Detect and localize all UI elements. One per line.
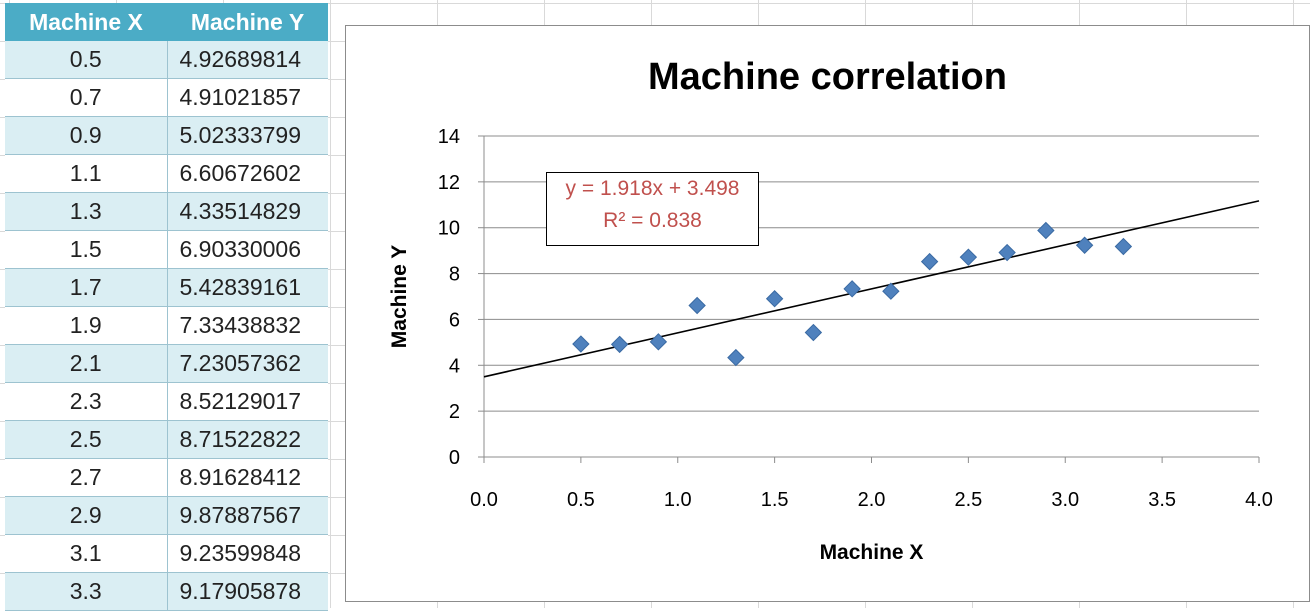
table-row: 2.9 9.87887567 <box>5 496 328 535</box>
cell-machine-x[interactable]: 2.7 <box>5 458 167 497</box>
column-header-machine-y[interactable]: Machine Y <box>167 3 328 41</box>
x-tick-label: 3.5 <box>1148 489 1176 511</box>
data-point-diamond[interactable] <box>610 335 629 354</box>
cell-machine-y[interactable]: 8.91628412 <box>166 458 328 497</box>
cell-machine-x[interactable]: 2.9 <box>5 496 167 535</box>
data-point-diamond[interactable] <box>843 280 861 298</box>
data-table: Machine X Machine Y 0.5 4.92689814 0.7 4.91… <box>5 3 328 611</box>
cell-machine-y[interactable]: 9.23599848 <box>166 534 328 573</box>
y-tick-label: 12 <box>438 172 460 194</box>
x-tick-label: 2.0 <box>858 489 886 511</box>
x-tick-label: 0.0 <box>470 489 498 511</box>
x-tick-label: 2.5 <box>954 489 982 511</box>
cell-machine-x[interactable]: 1.9 <box>5 306 167 345</box>
trendline-equation: y = 1.918x + 3.498 <box>565 177 740 200</box>
chart-title: Machine correlation <box>648 56 1007 98</box>
cell-machine-x[interactable]: 3.1 <box>5 534 167 573</box>
cell-machine-x[interactable]: 3.3 <box>5 572 167 611</box>
table-row: 1.1 6.60672602 <box>5 154 328 193</box>
column-header-machine-x[interactable]: Machine X <box>5 3 167 41</box>
cell-machine-x[interactable]: 0.9 <box>5 116 167 155</box>
table-row: 0.9 5.02333799 <box>5 116 328 155</box>
cell-machine-y[interactable]: 4.91021857 <box>166 78 328 117</box>
y-tick-label: 6 <box>449 309 460 331</box>
cell-machine-y[interactable]: 5.02333799 <box>166 116 328 155</box>
data-point-diamond[interactable] <box>1075 236 1094 254</box>
x-tick-label: 4.0 <box>1245 489 1273 511</box>
data-point-diamond[interactable] <box>920 252 939 271</box>
cell-machine-y[interactable]: 5.42839161 <box>166 268 328 307</box>
chart-area[interactable]: 0 2 4 6 8 10 12 14 0.0 0.5 1.0 1.5 2.0 2.5 3.0 3.5 4.0 Ma… <box>345 25 1310 602</box>
data-point-diamond[interactable] <box>1114 237 1133 256</box>
cell-machine-x[interactable]: 1.7 <box>5 268 167 307</box>
table-row: 1.3 4.33514829 <box>5 192 328 231</box>
table-header-row: Machine X Machine Y <box>5 3 328 41</box>
table-row: 0.5 4.92689814 <box>5 41 328 79</box>
cell-machine-x[interactable]: 1.5 <box>5 230 167 269</box>
table-row: 2.3 8.52129017 <box>5 382 328 421</box>
table-row: 1.9 7.33438832 <box>5 306 328 345</box>
data-point-diamond[interactable] <box>998 243 1016 262</box>
y-tick-label: 8 <box>449 264 460 286</box>
table-row: 0.7 4.91021857 <box>5 78 328 117</box>
cell-machine-y[interactable]: 6.90330006 <box>166 230 328 269</box>
y-axis-title: Machine Y <box>388 245 411 348</box>
table-row: 3.1 9.23599848 <box>5 534 328 573</box>
cell-machine-y[interactable]: 8.52129017 <box>166 382 328 421</box>
x-tick-label: 1.0 <box>664 489 692 511</box>
x-tick-label: 1.5 <box>761 489 789 511</box>
table-row: 3.3 9.17905878 <box>5 572 328 611</box>
scatter-chart: 0 2 4 6 8 10 12 14 0.0 0.5 1.0 1.5 2.0 2.5 3.0 3.5 4.0 Ma… <box>388 126 1273 564</box>
table-row: 1.7 5.42839161 <box>5 268 328 307</box>
data-point-diamond[interactable] <box>804 323 823 342</box>
cell-machine-y[interactable]: 6.60672602 <box>166 154 328 193</box>
x-axis-title: Machine X <box>820 541 924 564</box>
data-point-diamond[interactable] <box>1037 221 1055 240</box>
table-row: 2.7 8.91628412 <box>5 458 328 497</box>
y-tick-label: 0 <box>449 447 460 469</box>
y-tick-label: 4 <box>449 355 460 377</box>
cell-machine-x[interactable]: 0.7 <box>5 78 167 117</box>
cell-machine-y[interactable]: 7.23057362 <box>166 344 328 383</box>
cell-machine-x[interactable]: 1.1 <box>5 154 167 193</box>
y-tick-label: 2 <box>449 401 460 423</box>
data-point-diamond[interactable] <box>688 296 706 315</box>
data-point-diamond[interactable] <box>882 282 900 300</box>
cell-machine-y[interactable]: 7.33438832 <box>166 306 328 345</box>
trendline-r-squared: R² = 0.838 <box>603 209 702 232</box>
table-row: 2.1 7.23057362 <box>5 344 328 383</box>
trendline-label[interactable]: y = 1.918x + 3.498 R² = 0.838 <box>546 172 759 246</box>
cell-machine-x[interactable]: 0.5 <box>5 41 167 79</box>
y-tick-label: 14 <box>438 126 460 148</box>
table-row: 1.5 6.90330006 <box>5 230 328 269</box>
data-point-diamond[interactable] <box>649 333 668 351</box>
cell-machine-x[interactable]: 2.1 <box>5 344 167 383</box>
data-point-diamond[interactable] <box>765 290 784 308</box>
x-tick-label: 3.0 <box>1051 489 1079 511</box>
x-tick-label: 0.5 <box>567 489 595 511</box>
cell-machine-y[interactable]: 4.33514829 <box>166 192 328 231</box>
y-tick-label: 10 <box>438 218 460 240</box>
cell-machine-y[interactable]: 9.17905878 <box>166 572 328 611</box>
data-point-diamond[interactable] <box>727 348 745 367</box>
cell-machine-y[interactable]: 8.71522822 <box>166 420 328 459</box>
cell-machine-y[interactable]: 4.92689814 <box>166 41 328 79</box>
data-point-diamond[interactable] <box>572 335 590 353</box>
cell-machine-x[interactable]: 1.3 <box>5 192 167 231</box>
table-row: 2.5 8.71522822 <box>5 420 328 459</box>
cell-machine-x[interactable]: 2.3 <box>5 382 167 421</box>
cell-machine-x[interactable]: 2.5 <box>5 420 167 459</box>
cell-machine-y[interactable]: 9.87887567 <box>166 496 328 535</box>
trendline[interactable] <box>483 200 1260 378</box>
data-point-diamond[interactable] <box>959 248 978 266</box>
